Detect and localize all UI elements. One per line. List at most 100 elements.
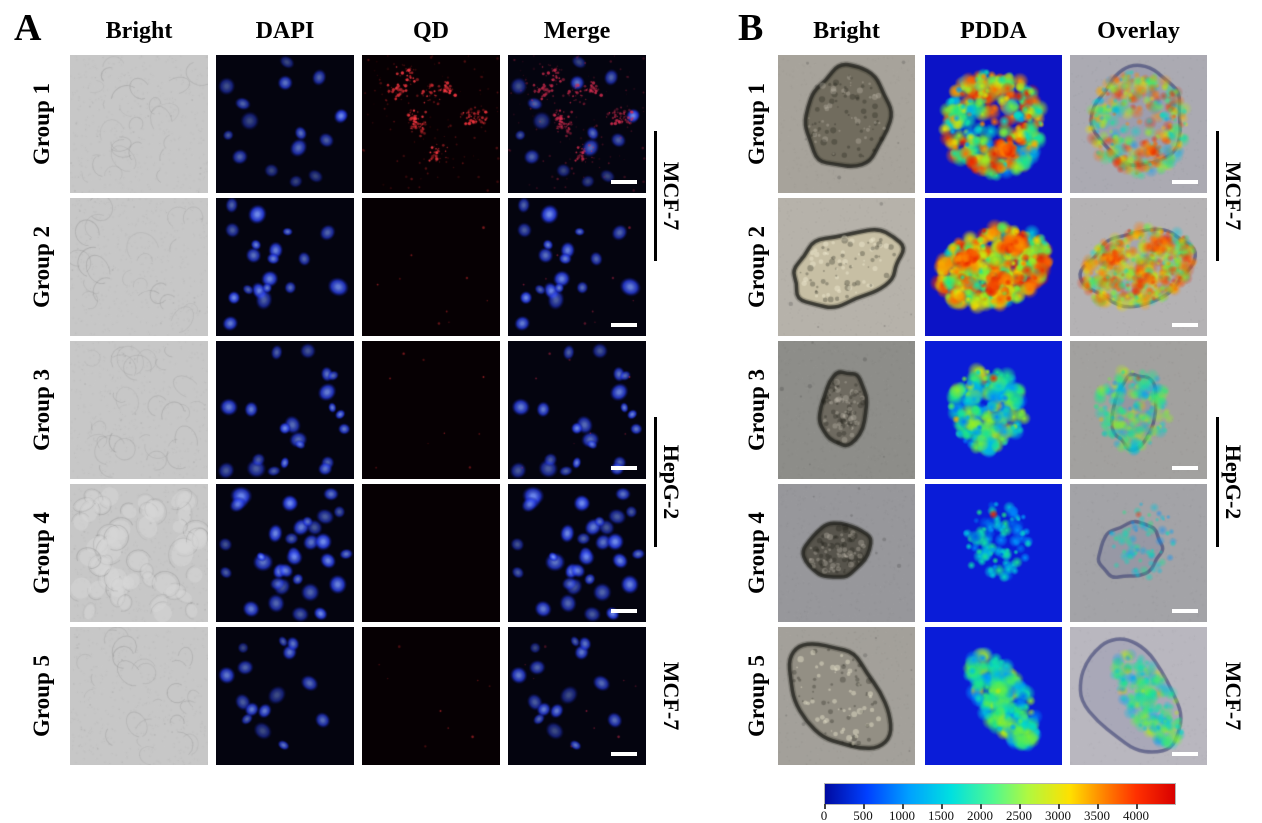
panelB-group5-bright-image-canvas bbox=[778, 627, 915, 765]
scale-bar bbox=[1172, 180, 1198, 184]
panelA-group3-qd-image bbox=[362, 341, 500, 479]
panelB-group4-pdda-heatmap-canvas bbox=[925, 484, 1062, 622]
panelB-group1-overlay-image bbox=[1070, 55, 1207, 193]
panelA-group5-merge-image-canvas bbox=[508, 627, 646, 765]
panelA-group1-merge-image bbox=[508, 55, 646, 193]
panelB-group1-pdda-heatmap bbox=[925, 55, 1062, 193]
panelB-group5-bright-image bbox=[778, 627, 915, 765]
panelB-group5-overlay-image bbox=[1070, 627, 1207, 765]
scale-bar bbox=[611, 180, 637, 184]
panel-a-row-label-group5: Group 5 bbox=[29, 654, 54, 738]
panel-b-row-label-group4: Group 4 bbox=[744, 511, 769, 595]
scale-bar bbox=[1172, 323, 1198, 327]
panelA-group4-qd-image-canvas bbox=[362, 484, 500, 622]
panel-b-hepg2-bracket-line bbox=[1216, 417, 1219, 547]
scale-bar bbox=[611, 323, 637, 327]
panel-b-row-label-group2: Group 2 bbox=[744, 225, 769, 309]
panel-a-header-merge: Merge bbox=[543, 18, 611, 44]
panel-a-cellline-hepg2: HepG-2 bbox=[659, 444, 684, 520]
colorbar-tick-mark bbox=[941, 804, 943, 809]
panelA-group5-dapi-image bbox=[216, 627, 354, 765]
panelB-group5-pdda-heatmap-canvas bbox=[925, 627, 1062, 765]
panelA-group1-qd-image bbox=[362, 55, 500, 193]
panelA-group2-merge-image-canvas bbox=[508, 198, 646, 336]
panelB-group4-bright-image-canvas bbox=[778, 484, 915, 622]
panelA-group4-merge-image-canvas bbox=[508, 484, 646, 622]
panelB-group3-bright-image-canvas bbox=[778, 341, 915, 479]
colorbar-tick-mark bbox=[902, 804, 904, 809]
panelB-group1-pdda-heatmap-canvas bbox=[925, 55, 1062, 193]
colorbar-tick-mark bbox=[863, 804, 865, 809]
scale-bar bbox=[1172, 609, 1198, 613]
panel-b-header-bright: Bright bbox=[813, 18, 880, 44]
panelA-group5-qd-image bbox=[362, 627, 500, 765]
panelA-group1-dapi-image-canvas bbox=[216, 55, 354, 193]
panelA-group4-dapi-image-canvas bbox=[216, 484, 354, 622]
panelB-group1-bright-image-canvas bbox=[778, 55, 915, 193]
scale-bar bbox=[611, 609, 637, 613]
panelB-group3-overlay-image-canvas bbox=[1070, 341, 1207, 479]
panel-b-cellline-hepg2: HepG-2 bbox=[1221, 444, 1246, 520]
panelA-group2-bright-image-canvas bbox=[70, 198, 208, 336]
panelB-group2-overlay-image bbox=[1070, 198, 1207, 336]
panelB-group2-bright-image-canvas bbox=[778, 198, 915, 336]
panel-a-header-bright: Bright bbox=[105, 18, 173, 44]
panel-a-hepg2-bracket-line bbox=[654, 417, 657, 547]
panelA-group2-dapi-image bbox=[216, 198, 354, 336]
panelB-group5-overlay-image-canvas bbox=[1070, 627, 1207, 765]
panel-b-row-label-group5: Group 5 bbox=[744, 654, 769, 738]
panel-a-cellline-mcf7-top: MCF-7 bbox=[659, 161, 684, 231]
intensity-colorbar bbox=[824, 783, 1176, 805]
panel-a-header-dapi: DAPI bbox=[255, 18, 315, 44]
panelB-group1-overlay-image-canvas bbox=[1070, 55, 1207, 193]
colorbar-tick-mark bbox=[1058, 804, 1060, 809]
panel-b-label: B bbox=[738, 7, 764, 49]
panelB-group5-pdda-heatmap bbox=[925, 627, 1062, 765]
panelA-group2-qd-image-canvas bbox=[362, 198, 500, 336]
panelA-group3-bright-image-canvas bbox=[70, 341, 208, 479]
panelA-group1-dapi-image bbox=[216, 55, 354, 193]
panel-b-row-label-group3: Group 3 bbox=[744, 368, 769, 452]
colorbar-tick-label: 3500 bbox=[1084, 808, 1110, 823]
colorbar-tick-label: 1500 bbox=[928, 808, 954, 823]
colorbar-tick-mark bbox=[1136, 804, 1138, 809]
panel-b-header-pdda: PDDA bbox=[960, 18, 1027, 44]
panelA-group3-bright-image bbox=[70, 341, 208, 479]
panelB-group4-overlay-image bbox=[1070, 484, 1207, 622]
panelB-group4-overlay-image-canvas bbox=[1070, 484, 1207, 622]
panelA-group3-qd-image-canvas bbox=[362, 341, 500, 479]
panelB-group4-bright-image bbox=[778, 484, 915, 622]
panel-b-mcf7-bracket-line bbox=[1216, 131, 1219, 261]
scale-bar bbox=[611, 752, 637, 756]
panel-a-row-label-group2: Group 2 bbox=[29, 225, 54, 309]
panelA-group4-bright-image bbox=[70, 484, 208, 622]
scale-bar bbox=[611, 466, 637, 470]
panel-b-header-overlay: Overlay bbox=[1097, 18, 1180, 44]
panelA-group4-qd-image bbox=[362, 484, 500, 622]
panelA-group3-dapi-image-canvas bbox=[216, 341, 354, 479]
panelB-group1-bright-image bbox=[778, 55, 915, 193]
colorbar-tick-mark bbox=[980, 804, 982, 809]
scale-bar bbox=[1172, 466, 1198, 470]
panel-b-row-label-group1: Group 1 bbox=[744, 82, 769, 166]
colorbar-tick-label: 4000 bbox=[1123, 808, 1149, 823]
panelB-group4-pdda-heatmap bbox=[925, 484, 1062, 622]
panel-a-cellline-mcf7-bottom: MCF-7 bbox=[659, 661, 684, 731]
panelA-group5-dapi-image-canvas bbox=[216, 627, 354, 765]
colorbar-tick-label: 2000 bbox=[967, 808, 993, 823]
panelB-group3-pdda-heatmap-canvas bbox=[925, 341, 1062, 479]
panelA-group2-qd-image bbox=[362, 198, 500, 336]
panelA-group4-merge-image bbox=[508, 484, 646, 622]
panelA-group4-dapi-image bbox=[216, 484, 354, 622]
panelA-group5-merge-image bbox=[508, 627, 646, 765]
panelA-group1-merge-image-canvas bbox=[508, 55, 646, 193]
panelB-group3-overlay-image bbox=[1070, 341, 1207, 479]
panelA-group2-dapi-image-canvas bbox=[216, 198, 354, 336]
panel-b-cellline-mcf7-top: MCF-7 bbox=[1221, 161, 1246, 231]
panelB-group2-pdda-heatmap bbox=[925, 198, 1062, 336]
panelA-group5-bright-image bbox=[70, 627, 208, 765]
panel-a-mcf7-bracket-line bbox=[654, 131, 657, 261]
panelB-group2-bright-image bbox=[778, 198, 915, 336]
panelA-group3-merge-image-canvas bbox=[508, 341, 646, 479]
